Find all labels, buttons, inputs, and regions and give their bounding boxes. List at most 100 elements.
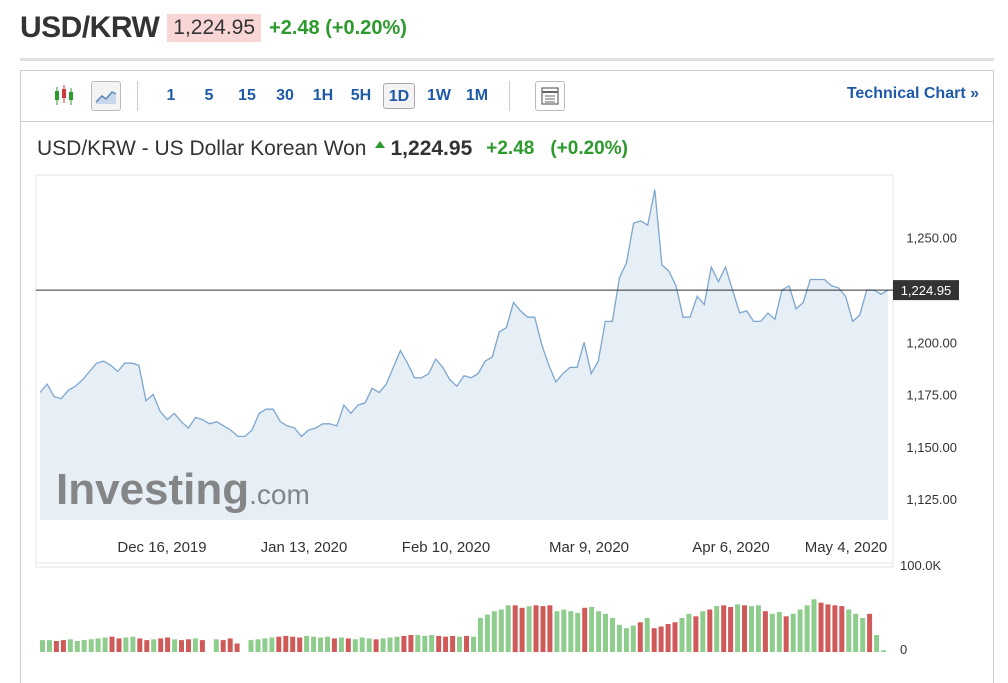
volume-max-label: 100.0K — [900, 558, 942, 573]
volume-bar — [165, 637, 171, 652]
volume-bar — [74, 641, 80, 653]
volume-bar — [554, 611, 560, 652]
volume-bar — [220, 640, 226, 652]
volume-bar — [811, 599, 817, 652]
volume-bar — [672, 622, 678, 652]
volume-bar — [130, 636, 136, 652]
volume-bar — [380, 638, 386, 652]
volume-bar — [471, 636, 476, 652]
volume-bar — [526, 606, 532, 652]
volume-bar — [832, 605, 838, 653]
x-tick-label: Mar 9, 2020 — [549, 539, 629, 556]
volume-bar — [637, 622, 643, 652]
x-tick-label: Apr 6, 2020 — [692, 539, 770, 556]
volume-bar — [679, 618, 685, 652]
volume-bar — [464, 635, 469, 652]
technical-chart-link[interactable]: Technical Chart » — [846, 85, 979, 102]
volume-bar — [721, 605, 727, 653]
volume-bar — [415, 635, 421, 652]
volume-bar — [304, 635, 310, 652]
interval-1m[interactable]: 1M — [465, 87, 489, 104]
volume-bar — [818, 602, 824, 652]
volume-bar — [589, 607, 595, 653]
interval-1[interactable]: 1 — [166, 87, 176, 104]
volume-bar — [610, 618, 615, 652]
volume-bar — [283, 635, 289, 652]
volume-bar — [735, 604, 741, 652]
volume-bar — [338, 637, 344, 652]
volume-bar — [276, 636, 282, 652]
current-price-badge: 1,224.95 — [893, 280, 959, 301]
interval-5[interactable]: 5 — [204, 87, 214, 104]
volume-bar — [561, 609, 567, 652]
volume-bar — [582, 607, 588, 652]
volume-bar — [846, 609, 852, 652]
volume-bar — [867, 613, 873, 653]
volume-bar — [623, 628, 629, 652]
volume-bar — [853, 613, 859, 653]
watermark: Investing.com — [56, 465, 310, 514]
y-tick-label: 1,150.00 — [906, 440, 957, 455]
volume-bar — [804, 605, 810, 653]
volume-bar — [109, 636, 115, 652]
interval-1d[interactable]: 1D — [383, 83, 415, 109]
volume-bar — [429, 635, 435, 652]
y-axis: 1,250.001,225.001,200.001,175.001,150.00… — [906, 231, 957, 507]
volume-bar — [401, 635, 407, 652]
volume-bar — [373, 639, 379, 653]
volume-bar — [394, 636, 400, 652]
volume-bar — [81, 640, 87, 652]
chart-subtitle: USD/KRW - US Dollar Korean Won 1,224.95 … — [37, 137, 628, 161]
volume-bar — [498, 609, 504, 652]
volume-bar — [60, 640, 66, 652]
volume-bar — [325, 636, 330, 652]
volume-bar — [797, 609, 803, 652]
volume-bar — [568, 611, 574, 652]
price-line — [39, 189, 889, 438]
toolbar-separator — [509, 81, 510, 111]
volume-bar — [596, 611, 602, 652]
header-price: 1,224.95 — [167, 14, 262, 42]
volume-bar — [290, 636, 296, 652]
chart-toolbar: 1 5 15 30 1H 5H 1D 1W 1M Technical Chart… — [21, 71, 993, 122]
volume-bar — [693, 616, 699, 652]
volume-bar — [199, 640, 205, 652]
volume-bar — [179, 640, 184, 652]
area-chart-icon[interactable] — [91, 81, 121, 111]
volume-bar — [297, 637, 303, 652]
page-header: USD/KRW 1,224.95 +2.48 (+0.20%) — [20, 8, 407, 48]
volume-bar — [658, 626, 664, 652]
volume-bar — [881, 650, 886, 652]
volume-bar — [533, 605, 539, 653]
interval-5h[interactable]: 5H — [350, 87, 372, 104]
interval-1h[interactable]: 1H — [312, 87, 334, 104]
table-icon[interactable] — [535, 81, 565, 111]
subtitle-price: 1,224.95 — [390, 137, 473, 160]
volume-bar — [575, 612, 581, 652]
volume-bar — [707, 609, 713, 652]
subtitle-change-pct: (+0.20%) — [550, 138, 628, 159]
x-tick-label: May 4, 2020 — [805, 539, 888, 556]
volume-bar — [318, 637, 323, 652]
volume-bar — [158, 638, 164, 652]
volume-bar — [457, 636, 462, 652]
volume-bar — [172, 639, 178, 653]
volume-bar — [151, 639, 157, 653]
interval-30[interactable]: 30 — [276, 87, 294, 104]
volume-bar — [790, 613, 796, 653]
volume-bar — [512, 605, 518, 653]
volume-bar — [422, 635, 428, 652]
volume-bar — [742, 605, 747, 653]
interval-1w[interactable]: 1W — [427, 87, 451, 104]
volume-bar — [248, 640, 254, 652]
volume-bar — [540, 606, 546, 652]
y-tick-label: 1,250.00 — [906, 231, 957, 246]
interval-15[interactable]: 15 — [238, 87, 256, 104]
volume-bar — [137, 638, 143, 652]
volume-bar — [651, 628, 657, 652]
page-title: USD/KRW — [20, 11, 160, 44]
candlestick-icon[interactable] — [49, 81, 79, 111]
volume-bar — [144, 640, 150, 652]
volume-bar — [603, 613, 608, 653]
